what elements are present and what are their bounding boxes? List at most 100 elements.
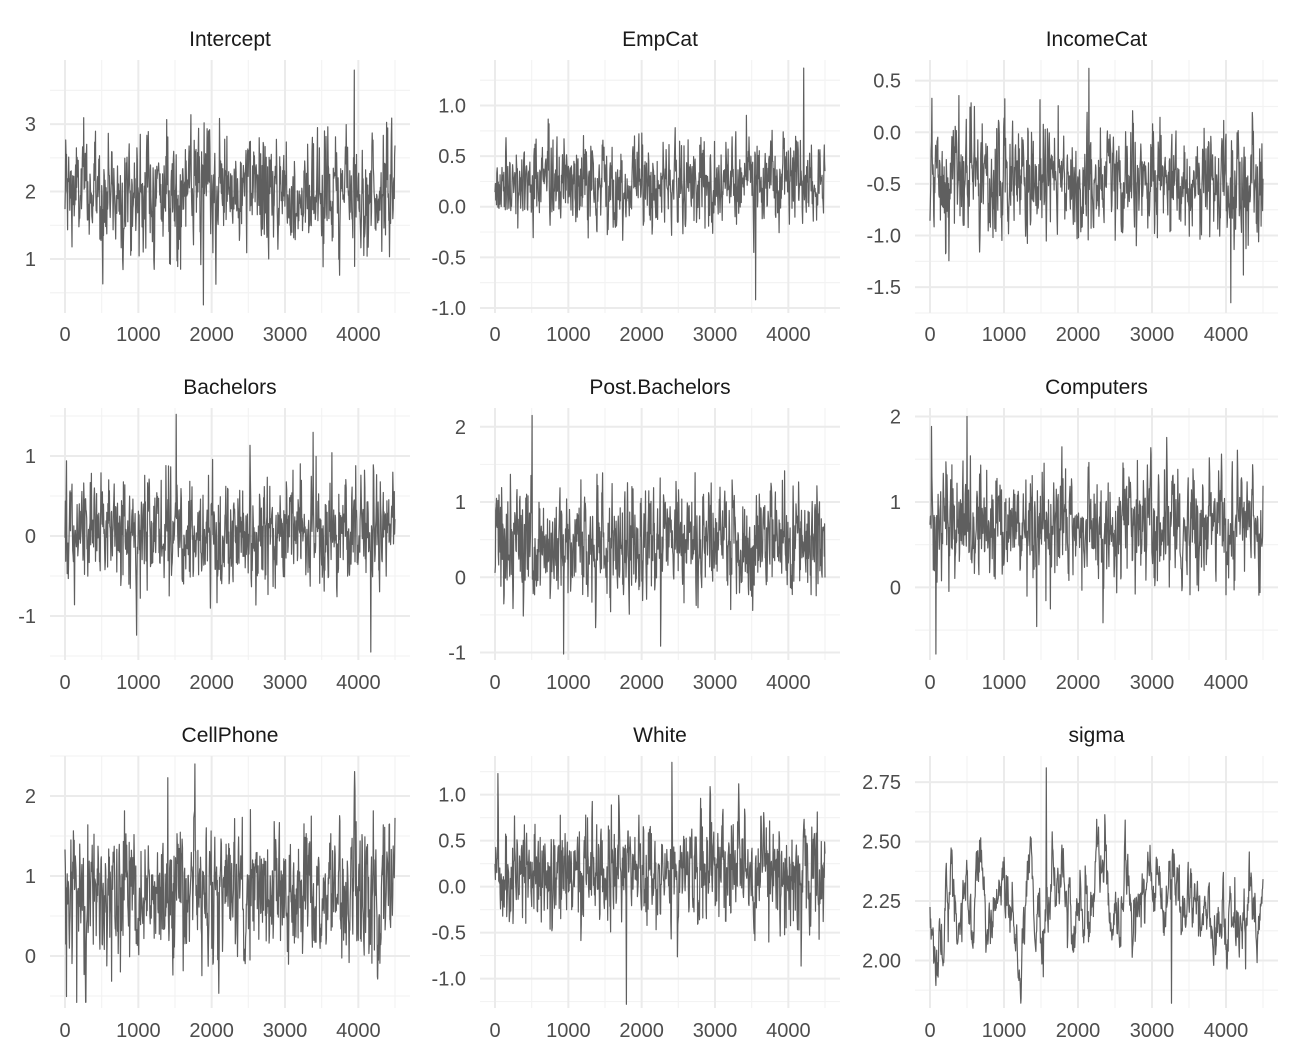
x-tick-label: 1000: [982, 1020, 1027, 1042]
x-tick-label: 4000: [1204, 1020, 1249, 1042]
x-tick-label: 2000: [619, 324, 664, 346]
y-tick-label: 2: [455, 417, 466, 439]
x-tick-label: 1000: [116, 324, 161, 346]
y-tick-label: -0.5: [432, 247, 466, 269]
y-tick-label: 2.25: [862, 891, 901, 913]
panel-title: IncomeCat: [1046, 28, 1148, 51]
x-tick-label: 1000: [546, 1020, 591, 1042]
x-tick-label: 4000: [766, 1020, 811, 1042]
y-tick-label: 1.0: [438, 96, 466, 118]
panel-title: sigma: [1068, 724, 1124, 747]
x-tick-label: 2000: [189, 1020, 234, 1042]
y-tick-label: 2.50: [862, 832, 901, 854]
x-tick-label: 0: [59, 324, 70, 346]
x-tick-label: 2000: [619, 672, 664, 694]
y-tick-label: 2: [890, 407, 901, 429]
y-tick-label: 1.0: [438, 785, 466, 807]
y-tick-label: -1.0: [432, 969, 466, 991]
panel-title: Intercept: [189, 28, 271, 51]
panel-sigma: sigma 2.00 2.25 2.50 2.75 0 1000 2000 3000 4000: [862, 724, 1278, 1042]
panel-white: White -1.0 -0.5 0.0 0.5 1.0 0 1000 2000 3000 4000: [432, 724, 840, 1042]
x-tick-label: 2000: [189, 672, 234, 694]
y-tick-label: 0.5: [873, 71, 901, 93]
panel-cellphone: CellPhone 0 1 2 0 1000 2000 3000 4000: [25, 724, 410, 1042]
y-tick-label: -1: [448, 642, 466, 664]
x-tick-label: 1000: [116, 1020, 161, 1042]
x-tick-label: 3000: [1130, 324, 1175, 346]
trace-line-incomecat: [929, 67, 1264, 304]
panel-title: Computers: [1045, 376, 1148, 399]
y-tick-label: -1.5: [867, 277, 901, 299]
x-tick-label: 2000: [189, 324, 234, 346]
y-tick-label: 0.5: [438, 146, 466, 168]
x-tick-label: 4000: [766, 324, 811, 346]
trace-line-white: [494, 761, 826, 1005]
y-tick-label: -1.0: [867, 226, 901, 248]
x-tick-label: 0: [924, 1020, 935, 1042]
panel-bachelors: Bachelors -1 0 1 0 1000 2000 3000 4000: [18, 376, 410, 694]
panel-incomecat: IncomeCat -1.5 -1.0 -0.5 0.0 0.5 0 1000 2000 3000…: [867, 28, 1278, 346]
y-tick-label: 0: [25, 946, 36, 968]
panel-title: Post.Bachelors: [589, 376, 730, 399]
y-tick-label: 2: [25, 182, 36, 204]
x-tick-label: 2000: [1056, 672, 1101, 694]
y-tick-label: 1: [890, 492, 901, 514]
trace-line-sigma: [929, 767, 1264, 1004]
x-tick-label: 3000: [693, 1020, 738, 1042]
x-tick-label: 4000: [766, 672, 811, 694]
x-tick-label: 4000: [336, 672, 381, 694]
trace-line-bachelors: [64, 413, 396, 653]
y-tick-label: 0.0: [438, 877, 466, 899]
x-tick-label: 0: [489, 1020, 500, 1042]
y-tick-label: 0.0: [438, 197, 466, 219]
x-tick-label: 4000: [1204, 324, 1249, 346]
panel-title: White: [633, 724, 687, 747]
y-tick-label: 1: [455, 492, 466, 514]
trace-line-computers: [929, 415, 1264, 655]
x-tick-label: 2000: [619, 1020, 664, 1042]
y-tick-label: 0: [455, 567, 466, 589]
trace-line-post-bachelors: [494, 414, 826, 655]
x-tick-label: 3000: [263, 1020, 308, 1042]
x-tick-label: 4000: [1204, 672, 1249, 694]
x-tick-label: 1000: [546, 324, 591, 346]
x-tick-label: 3000: [693, 672, 738, 694]
y-tick-label: 0.5: [438, 831, 466, 853]
x-tick-label: 3000: [1130, 672, 1175, 694]
x-tick-label: 3000: [263, 672, 308, 694]
x-tick-label: 0: [489, 324, 500, 346]
x-tick-label: 1000: [982, 672, 1027, 694]
panel-title: Bachelors: [183, 376, 276, 399]
x-tick-label: 1000: [116, 672, 161, 694]
x-tick-label: 0: [924, 324, 935, 346]
trace-line-empcat: [494, 67, 826, 301]
trace-line-intercept: [64, 69, 396, 306]
y-tick-label: 0: [25, 526, 36, 548]
y-tick-label: -1.0: [432, 298, 466, 320]
y-tick-label: 0.0: [873, 122, 901, 144]
panel-post-bachelors: Post.Bachelors -1 0 1 2 0 1000 2000 3000 4000: [448, 376, 840, 694]
y-tick-label: 0: [890, 577, 901, 599]
trace-line-cellphone: [64, 763, 396, 1003]
y-tick-label: 2: [25, 786, 36, 808]
x-tick-label: 2000: [1056, 324, 1101, 346]
panel-title: EmpCat: [622, 28, 698, 51]
panel-title: CellPhone: [182, 724, 279, 747]
y-tick-label: -0.5: [432, 923, 466, 945]
y-tick-label: 2.00: [862, 950, 901, 972]
x-tick-label: 0: [59, 1020, 70, 1042]
x-tick-label: 2000: [1056, 1020, 1101, 1042]
panel-empcat: EmpCat -1.0 -0.5 0.0 0.5 1.0 0 1000 2000 3000 4000: [432, 28, 840, 346]
y-tick-label: -0.5: [867, 174, 901, 196]
x-tick-label: 1000: [982, 324, 1027, 346]
y-tick-label: 3: [25, 114, 36, 136]
y-tick-label: -1: [18, 606, 36, 628]
y-tick-label: 1: [25, 249, 36, 271]
panel-computers: Computers 0 1 2 0 1000 2000 3000 4000: [890, 376, 1278, 694]
y-tick-label: 1: [25, 446, 36, 468]
x-tick-label: 1000: [546, 672, 591, 694]
x-tick-label: 3000: [263, 324, 308, 346]
x-tick-label: 0: [59, 672, 70, 694]
